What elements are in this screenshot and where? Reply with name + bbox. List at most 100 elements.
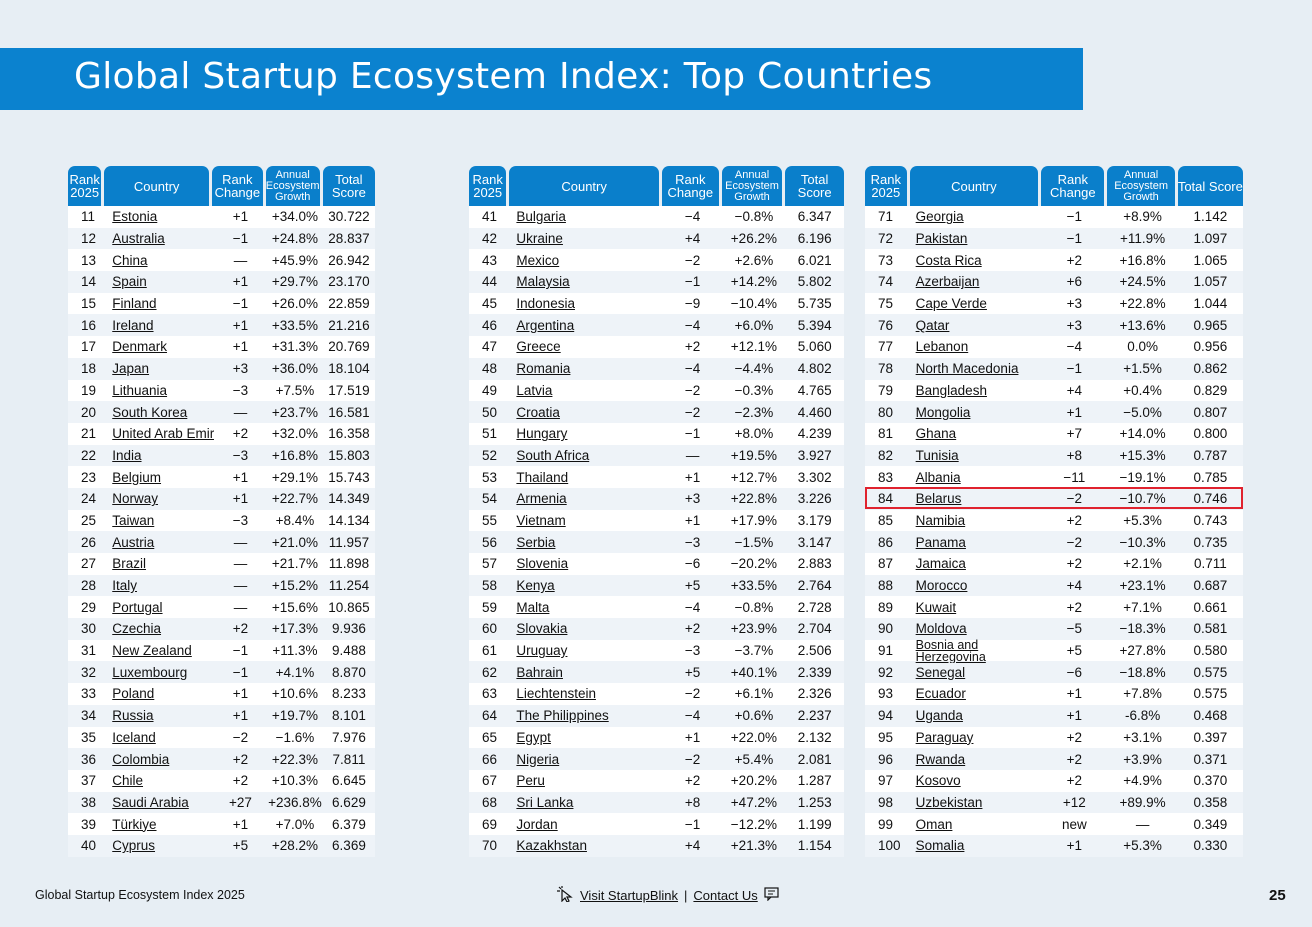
contact-us-link[interactable]: Contact Us [693, 888, 758, 903]
country-link[interactable]: Cape Verde [915, 296, 987, 312]
country-link[interactable]: Bahrain [516, 664, 563, 680]
country-link[interactable]: Chile [112, 773, 144, 789]
country-link[interactable]: Costa Rica [915, 252, 982, 268]
country-link[interactable]: United Arab Emirates [112, 426, 215, 442]
country-link[interactable]: New Zealand [112, 643, 192, 659]
country-link[interactable]: South Korea [112, 404, 188, 420]
country-link[interactable]: Georgia [915, 209, 964, 225]
country-link[interactable]: Mexico [516, 252, 560, 268]
country-link[interactable]: Portugal [112, 599, 163, 615]
country-link[interactable]: Japan [112, 361, 150, 377]
country-link[interactable]: Malaysia [516, 274, 570, 290]
country-link[interactable]: Russia [112, 708, 154, 724]
country-link[interactable]: Greece [516, 339, 561, 355]
country-link[interactable]: Norway [112, 491, 159, 507]
country-link[interactable]: Cyprus [112, 838, 156, 854]
visit-startupblink-link[interactable]: Visit StartupBlink [580, 888, 679, 903]
country-link[interactable]: Taiwan [112, 512, 155, 528]
country-link[interactable]: Iceland [112, 729, 156, 745]
country-link[interactable]: Bulgaria [516, 209, 566, 225]
country-link[interactable]: Croatia [516, 404, 560, 420]
country-link[interactable]: Ireland [112, 317, 154, 333]
country-link[interactable]: Australia [112, 231, 165, 247]
country-link[interactable]: Indonesia [516, 296, 575, 312]
country-link[interactable]: China [112, 252, 148, 268]
country-link[interactable]: Kosovo [915, 773, 961, 789]
country-link[interactable]: Ukraine [516, 231, 563, 247]
country-link[interactable]: Sri Lanka [516, 794, 574, 810]
country-link[interactable]: Uzbekistan [915, 794, 983, 810]
country-link[interactable]: Belgium [112, 469, 162, 485]
country-link[interactable]: Tunisia [915, 447, 959, 463]
country-link[interactable]: Liechtenstein [516, 686, 596, 702]
country-link[interactable]: Bangladesh [915, 382, 987, 398]
country-link[interactable]: Luxembourg [112, 664, 188, 680]
country-link[interactable]: Poland [112, 686, 155, 702]
country-link[interactable]: Latvia [516, 382, 553, 398]
country-link[interactable]: Somalia [915, 838, 965, 854]
growth-cell: +26.2% [730, 231, 777, 247]
country-link[interactable]: Romania [516, 361, 571, 377]
country-link[interactable]: Finland [112, 296, 157, 312]
country-link[interactable]: Ecuador [915, 686, 966, 702]
country-link[interactable]: Serbia [516, 534, 556, 550]
country-link[interactable]: Uganda [915, 708, 963, 724]
country-link[interactable]: Egypt [516, 729, 551, 745]
country-link[interactable]: Kazakhstan [516, 838, 587, 854]
country-link[interactable]: Vietnam [516, 512, 566, 528]
country-link[interactable]: Belarus [915, 491, 962, 507]
country-link[interactable]: The Philippines [516, 708, 609, 724]
country-link[interactable]: Bosnia and Herzegovina [915, 638, 986, 663]
growth-cell: +22.0% [730, 729, 777, 745]
country-link[interactable]: Pakistan [915, 231, 968, 247]
score-cell: 6.645 [332, 773, 366, 789]
country-link[interactable]: Lebanon [915, 339, 969, 355]
country-link[interactable]: Armenia [516, 491, 567, 507]
country-link[interactable]: Hungary [516, 426, 568, 442]
country-link[interactable]: Mongolia [915, 404, 971, 420]
country-link[interactable]: Denmark [112, 339, 168, 355]
country-link[interactable]: Rwanda [915, 751, 966, 767]
country-link[interactable]: Spain [112, 274, 147, 290]
country-link[interactable]: Uruguay [516, 643, 568, 659]
country-link[interactable]: Brazil [112, 556, 147, 572]
country-link[interactable]: Kuwait [915, 599, 957, 615]
country-link[interactable]: Nigeria [516, 751, 560, 767]
rank-change-cell: −1 [232, 231, 249, 247]
country-link[interactable]: Türkiye [112, 816, 157, 832]
country-link[interactable]: Estonia [112, 209, 158, 225]
country-link[interactable]: Thailand [516, 469, 569, 485]
country-link[interactable]: Peru [516, 773, 545, 789]
country-link[interactable]: Albania [915, 469, 961, 485]
country-link[interactable]: Namibia [915, 512, 966, 528]
country-link[interactable]: Slovenia [516, 556, 569, 572]
country-link[interactable]: Austria [112, 534, 155, 550]
country-link[interactable]: Moldova [915, 621, 967, 637]
country-link[interactable]: Oman [915, 816, 953, 832]
country-link[interactable]: Qatar [915, 317, 950, 333]
country-link[interactable]: South Africa [516, 447, 590, 463]
country-link[interactable]: Azerbaijan [915, 274, 980, 290]
country-link[interactable]: Senegal [915, 664, 966, 680]
country-link[interactable]: Morocco [915, 578, 968, 594]
country-link[interactable]: North Macedonia [915, 361, 1019, 377]
country-link[interactable]: Saudi Arabia [112, 794, 189, 810]
country-link[interactable]: Paraguay [915, 729, 974, 745]
country-link[interactable]: Lithuania [112, 382, 168, 398]
rank-cell: 20 [81, 404, 97, 420]
country-link[interactable]: Ghana [915, 426, 957, 442]
country-link[interactable]: Colombia [112, 751, 170, 767]
country-link[interactable]: India [112, 447, 142, 463]
country-link[interactable]: Slovakia [516, 621, 568, 637]
country-link[interactable]: Kenya [516, 578, 555, 594]
country-link[interactable]: Jamaica [915, 556, 966, 572]
country-link[interactable]: Argentina [516, 317, 575, 333]
rank-cell: 86 [878, 534, 894, 550]
country-link[interactable]: Jordan [516, 816, 558, 832]
country-link[interactable]: Malta [516, 599, 550, 615]
country-link[interactable]: Italy [112, 578, 138, 594]
table-row: 49 Latvia −2 −0.3% 4.765 [469, 380, 844, 402]
rank-change-cell: +2 [684, 339, 701, 355]
country-link[interactable]: Czechia [112, 621, 162, 637]
country-link[interactable]: Panama [915, 534, 966, 550]
